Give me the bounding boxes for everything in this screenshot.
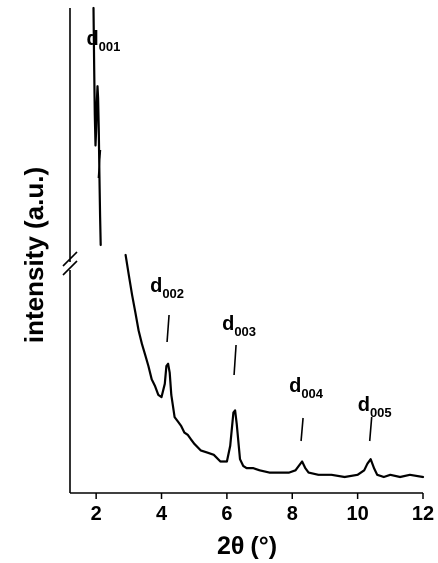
peak-labels: d001 d002 d003 d004 d005 [86, 28, 391, 420]
peak-label-004: d004 [289, 375, 324, 401]
peak-label-002: d002 [150, 275, 184, 301]
x-tick-label: 12 [412, 503, 434, 525]
peak-label-001: d001 [86, 28, 120, 54]
peak-marker-001 [97, 149, 102, 179]
x-ticks: 2 4 6 8 10 12 [91, 493, 434, 525]
peak-marker-004 [300, 417, 304, 442]
peak-marker-002 [166, 314, 170, 343]
x-axis-label-unit: (°) [250, 532, 277, 560]
x-tick-label: 4 [156, 503, 168, 525]
peak-markers [97, 149, 373, 442]
peak-label-005: d005 [358, 394, 392, 420]
peak-marker-003 [233, 344, 237, 376]
peak-marker-005 [368, 416, 373, 442]
diffraction-series [92, 6, 425, 479]
x-axis-label: 2θ (°) [217, 532, 277, 560]
x-tick-label: 10 [347, 503, 369, 525]
x-axis-label-main: 2θ [217, 532, 244, 560]
series-line-lower [124, 253, 425, 479]
break-mark-lower [62, 260, 78, 276]
series-line-upper [92, 6, 102, 247]
y-axis-break [62, 251, 78, 276]
x-tick-label: 8 [287, 503, 298, 525]
break-mark-upper [62, 251, 78, 267]
peak-label-003: d003 [222, 313, 256, 339]
x-tick-label: 6 [221, 503, 232, 525]
x-tick-label: 2 [91, 503, 102, 525]
plot-area: 2 4 6 8 10 12 d001 d002 d003 d004 d005 [62, 6, 434, 525]
y-axis-label: intensity (a.u.) [19, 167, 49, 343]
